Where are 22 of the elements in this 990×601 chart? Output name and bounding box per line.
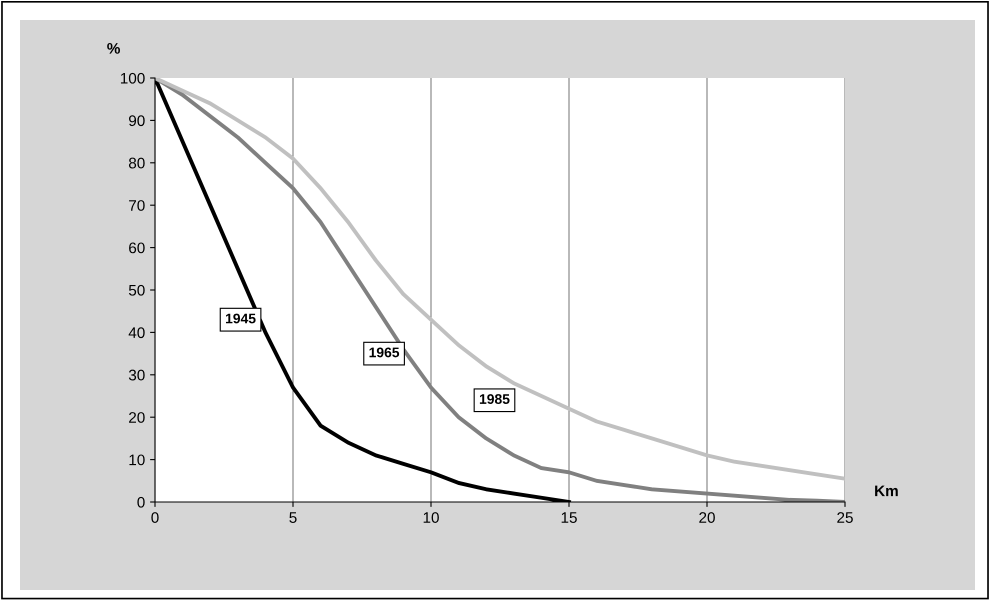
y-tick-label: 10	[129, 454, 145, 466]
x-tick-label: 20	[699, 512, 715, 523]
x-axis-title: Km	[875, 486, 898, 496]
x-tick-label: 10	[424, 512, 439, 523]
y-tick-label: 30	[128, 370, 145, 380]
x-tick-label: 15	[562, 512, 577, 523]
y-tick-label: 80	[128, 158, 145, 168]
y-tick-label: 60	[129, 242, 145, 254]
y-tick-label: 100	[120, 72, 145, 84]
series-label: 1985	[480, 394, 510, 404]
x-tick-label: 5	[289, 512, 297, 523]
y-tick-label: 40	[128, 327, 145, 338]
y-tick-label: 70	[129, 200, 145, 211]
y-tick-label: 0	[137, 496, 145, 508]
x-tick-label: 25	[837, 512, 853, 523]
series-label: 1945	[226, 314, 256, 324]
y-tick-label: 90	[129, 115, 145, 126]
x-tick-label: 0	[151, 512, 159, 523]
y-tick-label: 20	[129, 412, 145, 423]
series-label: 1965	[370, 347, 400, 358]
y-axis-title: %	[107, 43, 120, 54]
y-tick-label: 50	[128, 284, 145, 296]
